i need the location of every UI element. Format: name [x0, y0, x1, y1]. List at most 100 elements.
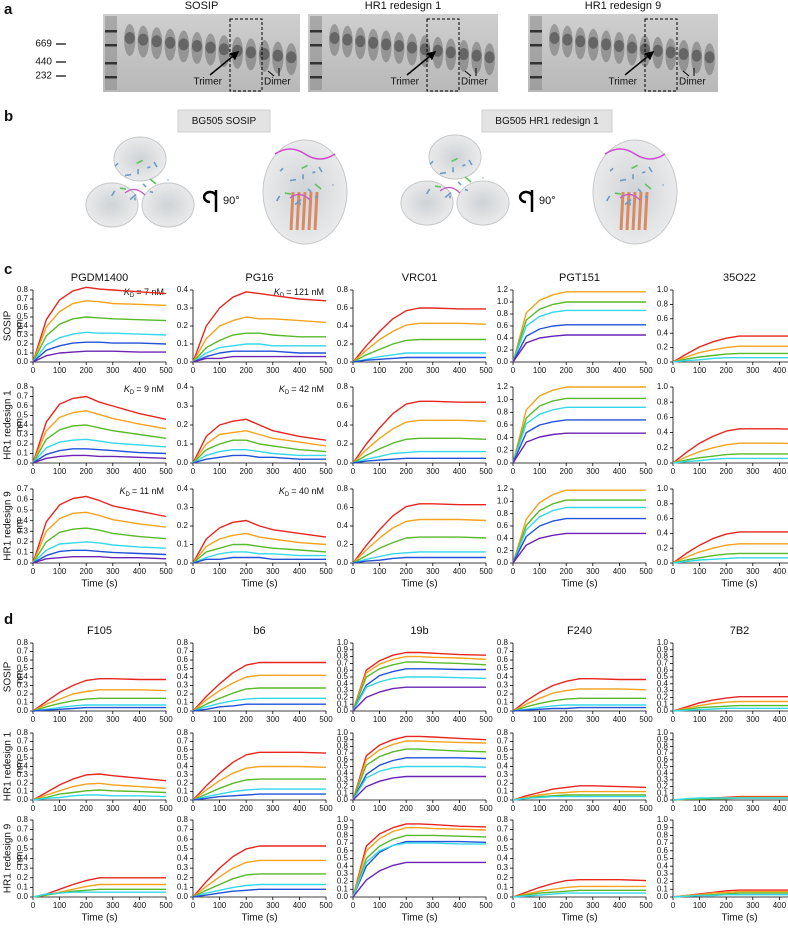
y-tick-label: 0.4: [17, 762, 29, 771]
y-tick-label: 1.0: [337, 815, 349, 824]
y-tick-label: 0.9: [337, 823, 349, 832]
y-axis-label: nm: [15, 319, 26, 333]
y-tick-label: 0.6: [337, 755, 349, 764]
gel-band: [627, 41, 637, 54]
y-tick-label: 1.0: [497, 496, 509, 505]
binding-curve: [352, 676, 487, 712]
gel-band: [445, 46, 456, 59]
strand: [136, 159, 143, 165]
binding-curve: [192, 543, 327, 564]
x-tick-label: 0: [511, 804, 516, 813]
gel-smear: [341, 25, 353, 58]
binding-curve: [352, 352, 486, 363]
loop: [619, 193, 641, 201]
y-tick-label: 0.6: [657, 665, 669, 674]
binding-chart: 0.00.1 0.2 0.30.4 0.50.6 0.7 0 100 200 300 400 500…: [3, 484, 174, 590]
x-tick-label: 200: [80, 804, 94, 813]
gel-band: [665, 46, 676, 59]
y-tick-label: 0.6: [337, 503, 349, 512]
binding-curve: [672, 457, 788, 464]
y-tick-label: 0.5: [657, 672, 669, 681]
x-tick-label: 200: [240, 901, 254, 910]
y-tick-label: 0.1: [337, 788, 349, 797]
binding-curve: [192, 454, 326, 464]
chart-title: PG16: [245, 272, 273, 284]
y-tick-label: 0.2: [17, 778, 29, 787]
y-tick-label: 0.1: [17, 548, 29, 557]
y-tick-label: 0.4: [17, 516, 29, 525]
gel-smear: [124, 24, 136, 56]
strand: [294, 198, 302, 206]
y-tick-label: 0.8: [497, 728, 509, 737]
binding-curve: [352, 338, 486, 363]
kd-subscript: D: [126, 492, 131, 498]
strand: [619, 178, 627, 182]
y-tick-label: 0.1: [177, 698, 189, 707]
binding-curve: [512, 678, 646, 712]
binding-curve: [352, 834, 487, 898]
binding-curve: [192, 765, 327, 801]
y-tick-label: 0.2: [657, 782, 669, 791]
x-tick-label: 0: [191, 901, 196, 910]
binding-curve: [192, 687, 326, 712]
binding-curve: [352, 861, 486, 898]
y-tick-label: 0.2: [497, 689, 509, 698]
x-tick-label: 400: [613, 715, 627, 724]
binding-curve: [672, 894, 788, 898]
gel-smear: [245, 38, 257, 71]
x-tick-label: 200: [560, 715, 574, 724]
binding-curve: [192, 697, 326, 712]
x-tick-label: 100: [53, 467, 67, 476]
binding-curve: [512, 506, 646, 564]
x-tick-label: 0: [351, 467, 356, 476]
x-tick-label: 200: [400, 901, 414, 910]
x-tick-label: 300: [266, 567, 280, 576]
x-tick-label: 100: [533, 901, 547, 910]
helix: [307, 191, 313, 231]
binding-curve: [32, 877, 166, 898]
binding-curve: [192, 430, 327, 464]
x-tick-label: 200: [560, 901, 574, 910]
y-tick-label: 0.7: [497, 647, 509, 656]
x-tick-label: 300: [746, 901, 760, 910]
y-tick-label: 0.8: [337, 652, 349, 661]
x-tick-label: 200: [400, 467, 414, 476]
binding-curve: [32, 448, 167, 464]
strand: [434, 185, 442, 188]
y-tick-label: 0.1: [17, 787, 29, 796]
y-tick-label: 0.2: [17, 537, 29, 546]
binding-curve: [352, 757, 487, 801]
y-tick-label: 0.0: [177, 795, 189, 804]
y-tick-label: 0.4: [337, 321, 349, 330]
y-tick-label: 0.1: [497, 698, 509, 707]
y-tick-label: 0.6: [17, 401, 29, 410]
y-tick-label: 0.7: [337, 748, 349, 757]
strand: [289, 178, 297, 182]
y-tick-label: 0.8: [337, 831, 349, 840]
binding-chart: 0.00.10.20.30.40.50.60.70.8 0 100 200 300 400…: [497, 625, 653, 724]
y-tick-label: 0.0: [17, 892, 29, 901]
y-tick-label: 0.3: [657, 686, 669, 695]
gel: [528, 14, 718, 92]
x-tick-label: 400: [773, 901, 787, 910]
ladder-band: [105, 62, 117, 65]
x-tick-label: 400: [613, 467, 627, 476]
y-tick-label: 1.0: [657, 728, 669, 737]
density-lobe: [428, 134, 482, 180]
density-lobe: [456, 180, 510, 226]
strand: [631, 164, 638, 170]
binding-curve: [32, 689, 167, 712]
y-tick-label: 0.2: [657, 343, 669, 352]
y-tick-label: 0.1: [17, 698, 29, 707]
y-tick-label: 0.2: [17, 873, 29, 882]
y-tick-label: 0.3: [17, 330, 29, 339]
y-tick-label: 0.6: [497, 521, 509, 530]
y-tick-label: 0.8: [337, 742, 349, 751]
y-tick-label: 0.5: [497, 664, 509, 673]
binding-curve: [512, 704, 646, 712]
kd-symbol: K: [124, 384, 131, 394]
panel-label: d: [4, 611, 13, 628]
x-tick-label: 100: [693, 467, 707, 476]
